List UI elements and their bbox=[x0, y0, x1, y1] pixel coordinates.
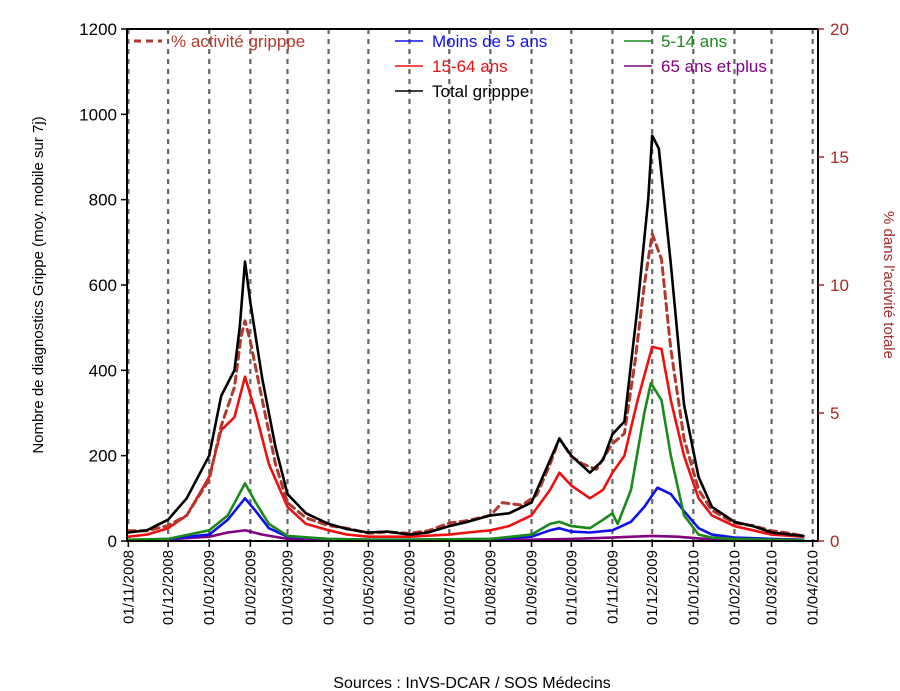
x-tick-label: 01/01/2009 bbox=[201, 550, 218, 625]
x-tick-label: 01/11/2009 bbox=[604, 550, 621, 624]
x-tick-label: 01/11/2008 bbox=[120, 550, 137, 624]
y-tick-label: 0 bbox=[108, 532, 117, 551]
x-tick-label: 01/04/2010 bbox=[805, 550, 822, 625]
series-line-5-14-ans bbox=[127, 381, 805, 542]
series-line-total-gripppe bbox=[127, 134, 805, 538]
source-footer: Sources : InVS-DCAR / SOS Médecins bbox=[333, 675, 610, 691]
x-tick-label: 01/06/2009 bbox=[402, 550, 419, 625]
x-tick-label: 01/05/2009 bbox=[360, 550, 377, 625]
x-tick-label: 01/02/2010 bbox=[726, 550, 743, 625]
legend-label: 5-14 ans bbox=[661, 32, 727, 51]
y-right-tick-label: 5 bbox=[830, 404, 839, 423]
x-tick-label: 01/04/2009 bbox=[321, 550, 338, 625]
y-tick-label: 1200 bbox=[79, 20, 117, 39]
series-line-moins-de-5-ans bbox=[127, 486, 805, 542]
x-tick-label: 01/10/2009 bbox=[563, 550, 580, 625]
right-axis-title: % dans l'activité totale bbox=[880, 211, 897, 359]
x-tick-label: 01/08/2009 bbox=[482, 550, 499, 625]
left-axis-title: Nombre de diagnostics Grippe (moy. mobil… bbox=[30, 116, 47, 453]
x-tick-label: 01/12/2008 bbox=[160, 550, 177, 625]
x-axis: 01/11/2008 01/12/2008 01/01/2009 01/02/2009… bbox=[120, 541, 822, 625]
x-tick-label: 01/12/2009 bbox=[644, 550, 661, 625]
legend-label: Total gripppe bbox=[432, 82, 529, 101]
x-tick-label: 01/09/2009 bbox=[524, 550, 541, 625]
y-tick-label: 800 bbox=[89, 191, 117, 210]
left-y-axis: 0 200 400 600 800 1000 1200 bbox=[79, 20, 127, 551]
right-y-axis: 0 5 10 15 20 bbox=[818, 20, 849, 551]
y-tick-label: 400 bbox=[89, 361, 117, 380]
x-tick-label: 01/03/2010 bbox=[764, 550, 781, 625]
legend-label: 15-64 ans bbox=[432, 57, 508, 76]
y-tick-label: 200 bbox=[89, 447, 117, 466]
y-right-tick-label: 15 bbox=[830, 148, 849, 167]
series-lines bbox=[126, 134, 805, 542]
x-tick-label: 01/01/2010 bbox=[685, 550, 702, 625]
legend-label: 65 ans et plus bbox=[661, 57, 767, 76]
x-tick-label: 01/02/2009 bbox=[242, 550, 259, 625]
series-line-activite-gripppe bbox=[126, 232, 805, 538]
y-right-tick-label: 10 bbox=[830, 276, 849, 295]
legend: % activité gripppe Moins de 5 ans 5-14 ans… bbox=[134, 32, 767, 101]
x-tick-label: 01/07/2009 bbox=[441, 550, 458, 625]
x-tick-label: 01/03/2009 bbox=[279, 550, 296, 625]
legend-label: Moins de 5 ans bbox=[432, 32, 547, 51]
y-tick-label: 600 bbox=[89, 276, 117, 295]
y-tick-label: 1000 bbox=[79, 105, 117, 124]
legend-label: % activité gripppe bbox=[171, 32, 305, 51]
series-line-15-64-ans bbox=[127, 345, 805, 538]
y-right-tick-label: 0 bbox=[830, 532, 839, 551]
y-right-tick-label: 20 bbox=[830, 20, 849, 39]
